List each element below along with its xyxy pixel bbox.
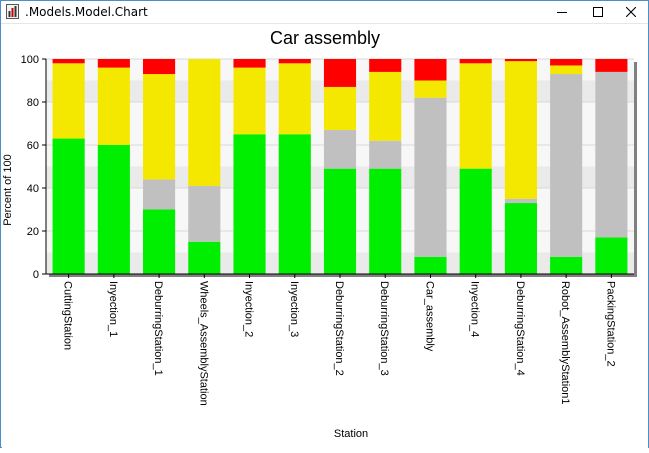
bar-segment: [143, 209, 176, 274]
chart-area: Car assembly 0 20 40 60 80 100 CuttingStation I…: [2, 24, 648, 448]
bars: [52, 59, 628, 274]
bar-segment: [278, 59, 311, 64]
axes: 0 20 40 60 80 100 CuttingStation Inyection_1 Deb…: [21, 54, 634, 406]
bar-segment: [97, 145, 130, 274]
y-tick-label: 80: [27, 97, 39, 109]
minimize-icon: [557, 12, 567, 13]
y-tick-label: 20: [27, 226, 39, 238]
bar-segment: [550, 256, 583, 274]
y-tick-label: 40: [27, 183, 39, 195]
bar-segment: [459, 63, 492, 169]
bar-segment: [52, 138, 85, 274]
plot-shadow: [634, 62, 637, 277]
bar-segment: [97, 59, 130, 68]
bar-segment: [414, 80, 447, 98]
bar-segment: [369, 140, 402, 169]
bar-segment: [143, 74, 176, 180]
plot-shadow: [49, 274, 637, 277]
stacked-bar-chart: Car assembly 0 20 40 60 80 100 CuttingStation I…: [2, 28, 637, 440]
bar-segment: [459, 168, 492, 274]
bar-segment: [504, 61, 537, 199]
bar-segment: [233, 67, 266, 135]
bar-segment: [459, 59, 492, 64]
bar-segment: [369, 71, 402, 141]
bar-segment: [233, 134, 266, 274]
y-axis-label: Percent of 100: [2, 154, 14, 226]
y-tick-label: 60: [27, 140, 39, 152]
bar-segment: [323, 129, 357, 169]
x-tick-label: PackingStation_2: [604, 281, 616, 367]
x-tick-label: Inyection_1: [107, 281, 119, 337]
y-tick-label: 100: [21, 54, 39, 66]
title-bar[interactable]: .Models.Model.Chart: [1, 1, 648, 24]
x-tick-label: Inyection_4: [469, 281, 481, 337]
chart-title: Car assembly: [270, 28, 380, 48]
bar-segment: [414, 97, 447, 257]
bar-segment: [414, 59, 447, 81]
x-tick-label: DeburringStation_2: [333, 281, 345, 376]
bar-segment: [233, 59, 266, 68]
bar-segment: [323, 59, 357, 87]
bar-segment: [595, 237, 628, 274]
bar-segment: [504, 59, 537, 62]
bar-segment: [369, 59, 402, 72]
x-tick-label: Wheels_AssemblyStation: [197, 281, 209, 406]
bar-segment: [278, 134, 311, 274]
bar-segment: [595, 71, 628, 238]
app-icon: [6, 4, 19, 19]
bar-segment: [188, 185, 221, 242]
bar-segment: [550, 59, 583, 66]
bar-segment: [323, 168, 357, 274]
bar-segment: [323, 86, 357, 130]
bar-segment: [414, 256, 447, 274]
bar-segment: [97, 67, 130, 145]
bar-segment: [369, 168, 402, 274]
minimize-button[interactable]: [544, 1, 580, 23]
bar-segment: [52, 63, 85, 139]
close-icon: [626, 7, 636, 17]
bar-segment: [143, 59, 176, 75]
bar-segment: [143, 179, 176, 210]
x-tick-label: Car_assembly: [423, 281, 435, 352]
x-tick-label: Inyection_3: [288, 281, 300, 337]
x-tick-label: DeburringStation_1: [152, 281, 164, 376]
x-axis-label: Station: [334, 428, 368, 440]
x-tick-label: CuttingStation: [62, 281, 74, 350]
x-tick-label: DeburringStation_3: [378, 281, 390, 376]
maximize-icon: [593, 7, 603, 17]
bar-segment: [278, 63, 311, 135]
x-tick-label: DeburringStation_4: [514, 281, 526, 376]
bar-segment: [504, 198, 537, 204]
bar-segment: [52, 59, 85, 64]
bar-segment: [504, 203, 537, 274]
bar-segment: [188, 59, 221, 186]
bar-segment: [550, 65, 583, 75]
x-tick-label: Robot_AssemblyStation1: [559, 281, 571, 405]
y-tick-label: 0: [33, 269, 39, 281]
bar-segment: [550, 74, 583, 257]
bar-segment: [595, 59, 628, 72]
maximize-button[interactable]: [580, 1, 616, 23]
close-button[interactable]: [613, 1, 649, 23]
window-title: .Models.Model.Chart: [25, 5, 148, 19]
bar-segment: [188, 241, 221, 274]
x-tick-label: Inyection_2: [243, 281, 255, 337]
